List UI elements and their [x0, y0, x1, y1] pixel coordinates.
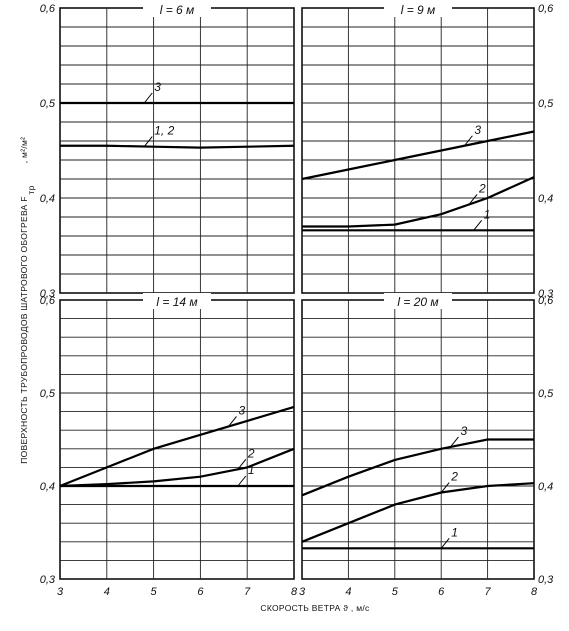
series-line-3 [301, 438, 534, 497]
series-leader-line [237, 458, 247, 470]
series-label: 1 [248, 463, 255, 477]
x-tick-label: 8 [531, 586, 538, 598]
series-label: 3 [238, 403, 245, 417]
series-label: 3 [474, 123, 481, 137]
panel-2: 0,3 0,4 0,5 0,6 l = 9 м 3 2 1 [301, 1, 554, 300]
panel-title-bg [384, 293, 452, 309]
panel-title: l = 20 м [397, 295, 438, 309]
y-tick-label: 0,4 [40, 193, 55, 205]
series-leader-line [143, 92, 153, 104]
series-leader-line [143, 136, 153, 147]
panels-group: 0,3 0,4 0,5 0,6 l = 6 м 3 1, 2 0,3 0,4 0,5 0,6 l = … [40, 1, 554, 598]
x-tick-label: 5 [151, 586, 158, 598]
y-tick-label: 0,5 [538, 98, 554, 110]
series-leader-line [440, 482, 450, 493]
x-tick-label: 5 [392, 586, 399, 598]
series-leader-line [464, 135, 473, 147]
x-tick-label: 4 [345, 586, 351, 598]
panel-title-bg [384, 1, 452, 17]
panel-frame [301, 7, 535, 294]
series-label: 1, 2 [154, 124, 174, 138]
series-label: 2 [478, 181, 486, 195]
y-tick-label: 0,5 [538, 388, 554, 400]
series-line-1--2 [60, 144, 295, 149]
series-line-2 [59, 447, 295, 488]
y-tick-label: 0,4 [40, 481, 55, 493]
series-leader-line [473, 219, 483, 231]
panel-3: 0,3 0,4 0,5 0,6 3 4 5 6 7 8 l = 14 м 3 2 1 [40, 293, 298, 598]
series-label: 3 [154, 80, 161, 94]
x-tick-label: 3 [299, 586, 306, 598]
y-tick-label: 0,5 [40, 98, 56, 110]
panel-frame [59, 299, 295, 580]
y-tick-label: 0,4 [538, 481, 553, 493]
series-line-2 [301, 482, 535, 543]
series-leader-line [237, 475, 247, 487]
series-line-3 [59, 405, 295, 488]
y-tick-label: 0,3 [40, 574, 56, 586]
y-tick-label: 0,6 [538, 295, 554, 307]
series-label: 3 [460, 424, 467, 438]
panel-title: l = 9 м [401, 3, 436, 17]
series-leader-line [450, 436, 459, 448]
y-axis-symbol: тр [26, 185, 36, 194]
y-tick-label: 0,5 [40, 388, 56, 400]
series-leader-line [440, 537, 450, 549]
panel-frame [59, 7, 295, 294]
x-tick-label: 6 [197, 586, 204, 598]
series-label: 2 [247, 446, 255, 460]
x-tick-label: 7 [244, 586, 251, 598]
y-tick-label: 0,3 [538, 288, 554, 300]
y-tick-label: 0,3 [538, 574, 554, 586]
series-label: 1 [484, 207, 491, 221]
panel-4: 0,3 0,4 0,5 0,6 3 4 5 6 7 8 l = 20 м 3 2 1 [299, 293, 554, 598]
panel-title-bg [143, 1, 211, 17]
series-label: 2 [450, 470, 458, 484]
series-leader-line [228, 416, 237, 427]
y-tick-label: 0,4 [538, 193, 553, 205]
series-line-3 [301, 130, 535, 181]
x-tick-label: 6 [438, 586, 445, 598]
panel-title: l = 14 м [156, 295, 197, 309]
y-axis-label: ПОВЕРХНОСТЬ ТРУБОПРОВОДОВ ШАТРОВОГО ОБОГ… [19, 196, 29, 464]
x-tick-label: 8 [291, 586, 298, 598]
x-tick-label: 7 [485, 586, 492, 598]
y-tick-label: 0,6 [538, 3, 554, 15]
series-label: 1 [451, 525, 458, 539]
panel-1: 0,3 0,4 0,5 0,6 l = 6 м 3 1, 2 [40, 1, 295, 300]
panel-title: l = 6 м [160, 3, 195, 17]
y-tick-label: 0,6 [40, 3, 56, 15]
y-axis-units: , м²/м² [19, 137, 29, 164]
x-axis-label: СКОРОСТЬ ВЕТРА ϑ , м/с [260, 603, 370, 613]
panel-title-bg [143, 293, 211, 309]
y-tick-label: 0,6 [40, 295, 56, 307]
x-tick-label: 4 [104, 586, 110, 598]
series-leader-line [468, 194, 478, 205]
series-line-2 [302, 176, 535, 228]
x-tick-label: 3 [57, 586, 64, 598]
y-tick-label: 0,3 [40, 288, 56, 300]
